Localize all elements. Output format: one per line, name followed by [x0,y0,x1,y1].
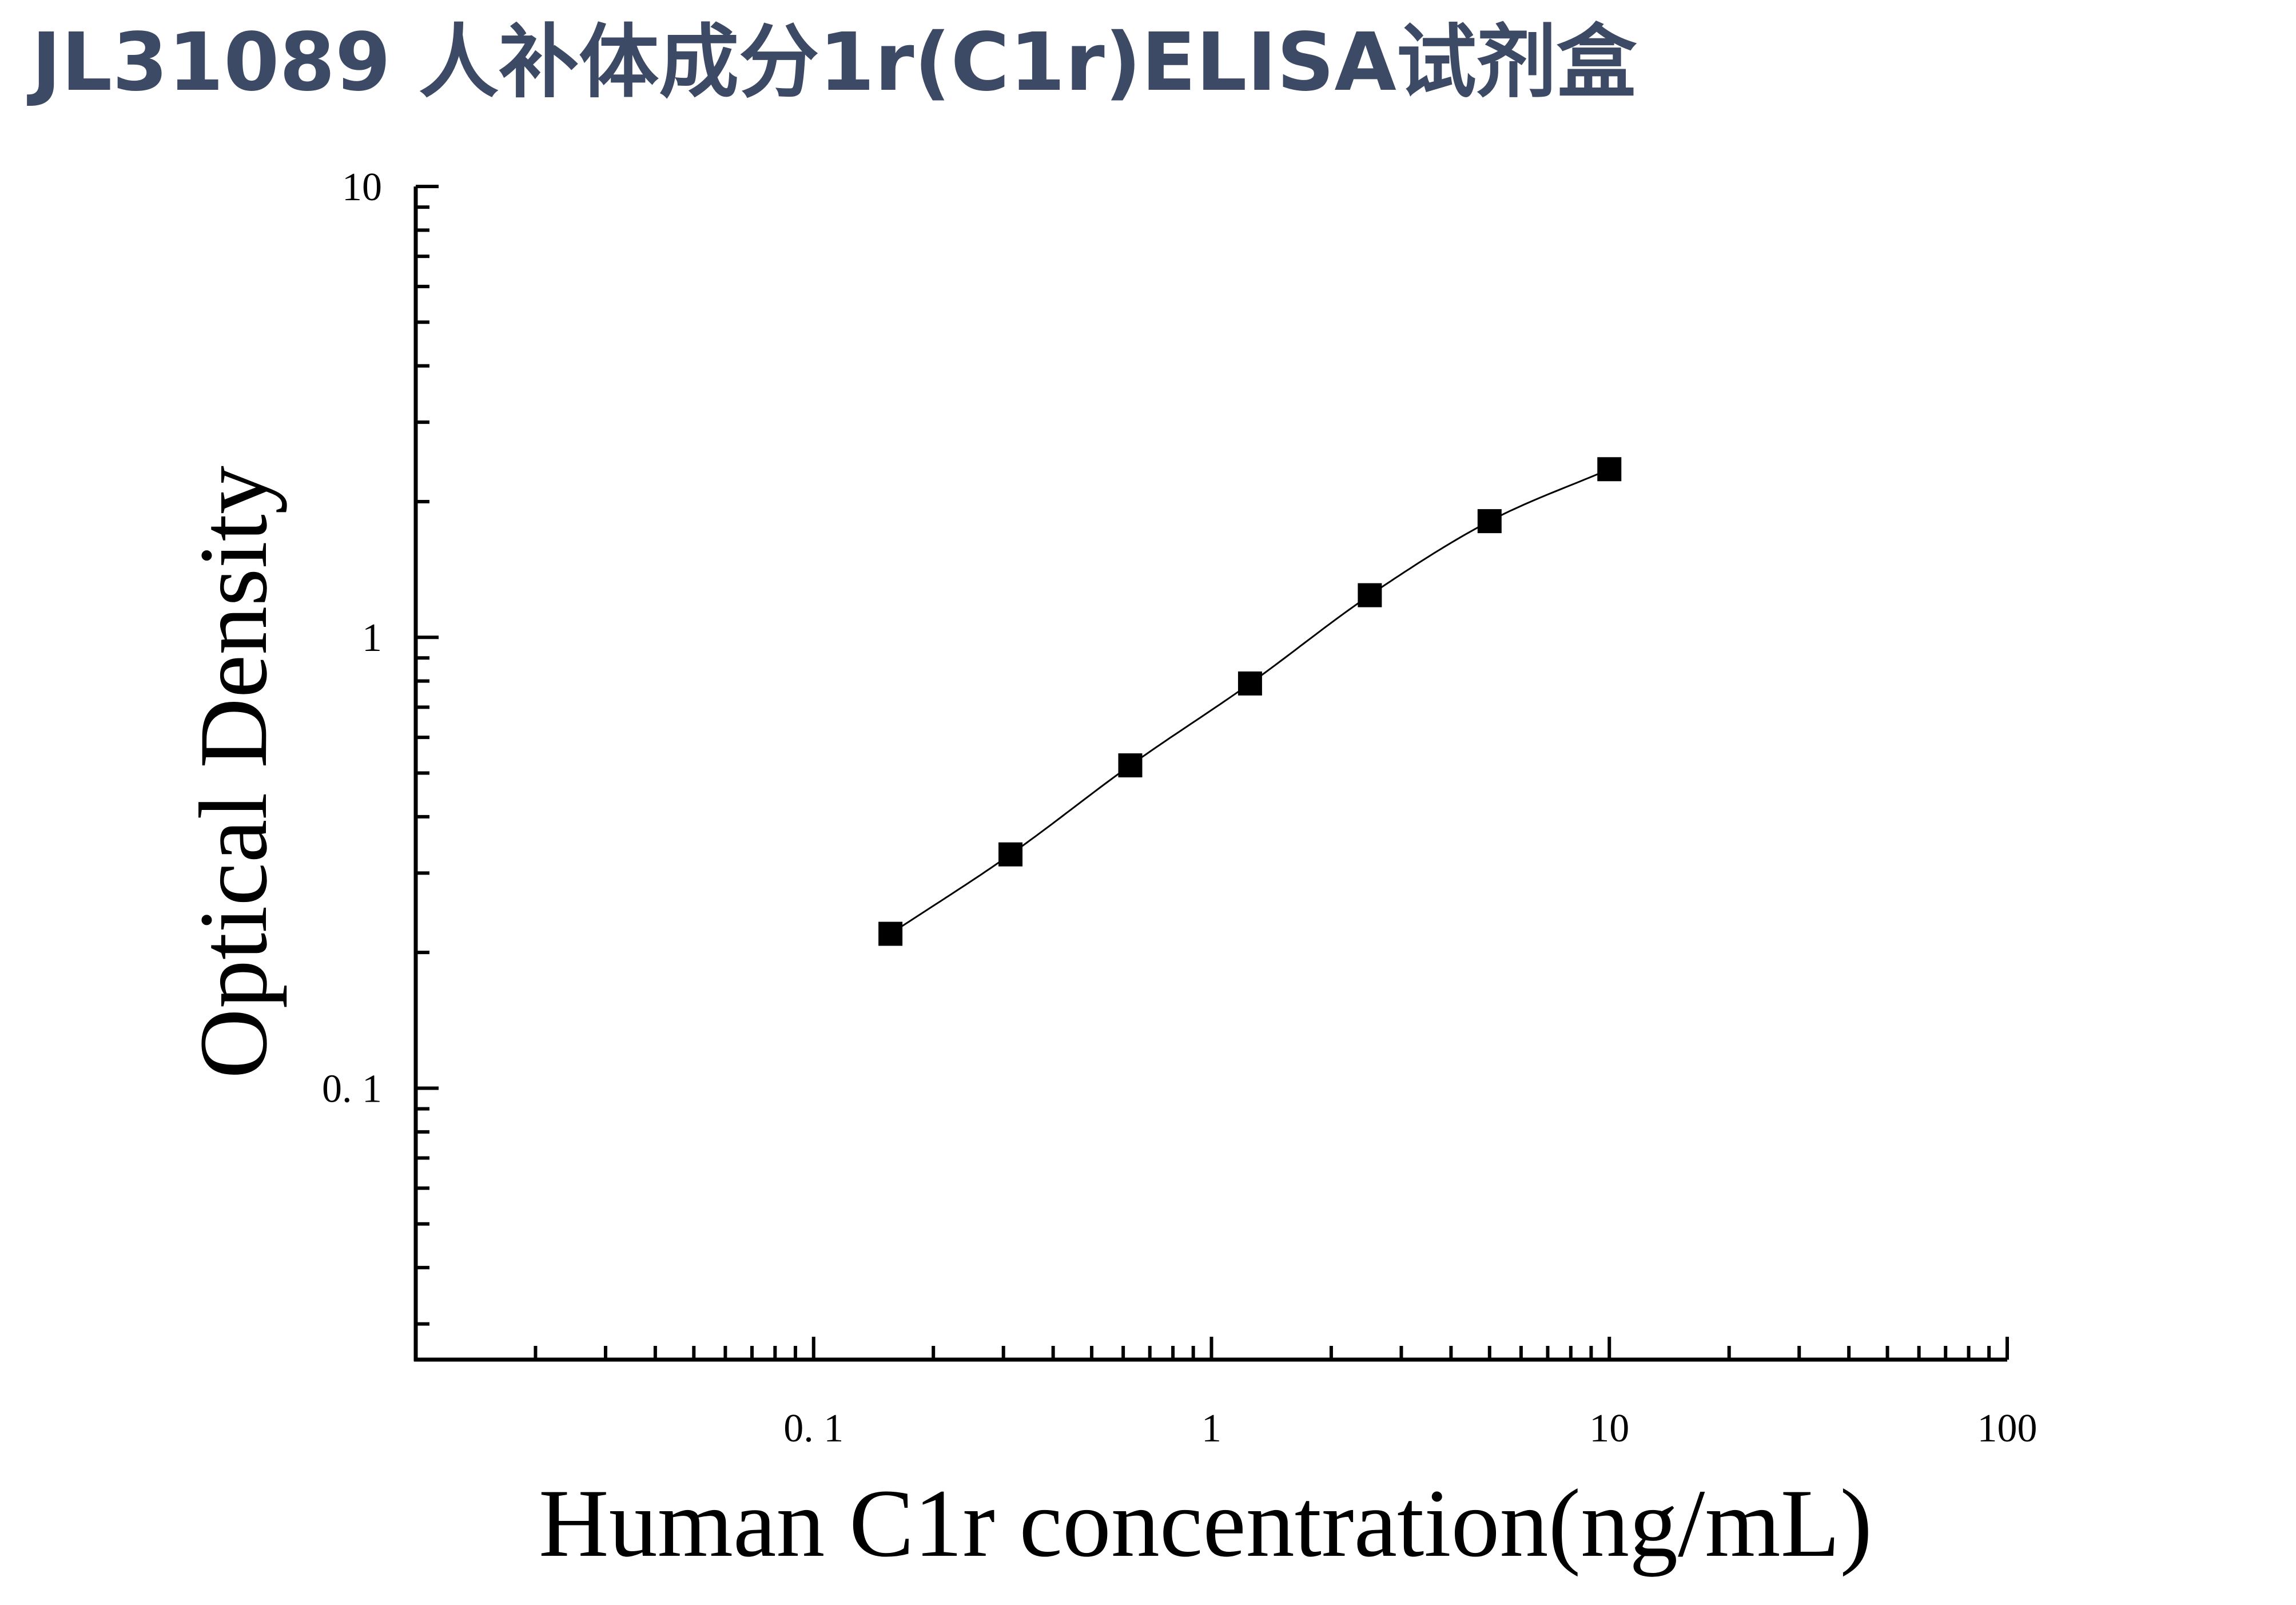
x-tick-label: 1 [1201,1407,1221,1451]
page-title: JL31089 人补体成分1r(C1r)ELISA试剂盒 [31,16,1637,109]
data-point [998,842,1023,867]
x-tick-label: 10 [1589,1407,1629,1451]
y-tick-label: 1 [362,616,382,660]
x-tick-label: 0. 1 [783,1407,843,1451]
data-point [1597,457,1622,482]
data-point [1118,753,1143,778]
x-axis-title: Human C1r concentration(ng/mL) [539,1469,1872,1577]
y-axis-title: Optical Density [180,466,287,1079]
data-point [1477,509,1502,534]
axes [413,185,2009,1362]
data-point [1237,671,1262,696]
y-tick-label: 0. 1 [322,1067,382,1111]
fit-curve-group [890,468,1610,935]
x-tick-label: 100 [1977,1407,2038,1451]
data-point [878,921,903,946]
tick-labels: 0. 1 1 10 100 0. 1 1 10 [322,165,2038,1451]
y-tick-label: 10 [342,165,382,209]
fit-curve [890,468,1610,935]
data-point [1358,583,1382,607]
data-markers [878,457,1622,946]
